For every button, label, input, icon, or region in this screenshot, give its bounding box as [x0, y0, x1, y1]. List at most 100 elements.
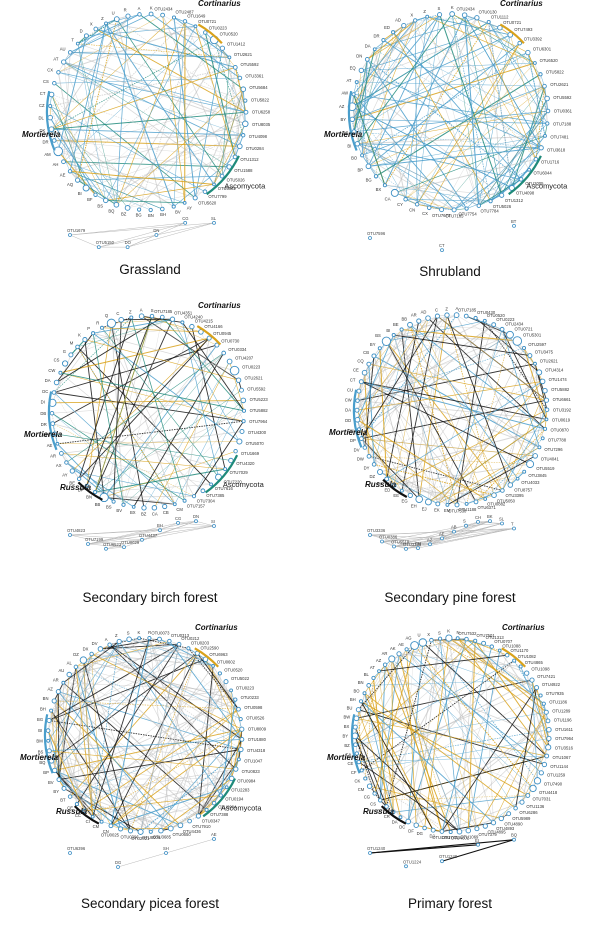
node-label: OTU3392: [524, 37, 543, 42]
node: [80, 657, 86, 663]
node-label: AE: [398, 642, 404, 647]
node: [213, 183, 216, 186]
node: [378, 347, 381, 350]
isolated-edge: [70, 235, 99, 247]
genus-label-russula: Russula: [56, 807, 88, 816]
node-label: OTU1196: [554, 718, 573, 723]
node-label: OTU5519: [536, 466, 555, 471]
node-label: CS: [54, 358, 60, 363]
node: [234, 449, 238, 453]
isolated-node-label: OTU1240: [367, 846, 386, 851]
node-label: CX: [47, 68, 53, 73]
node: [244, 99, 247, 102]
node: [52, 391, 56, 395]
genus-label-mortierela: Mortierela: [324, 130, 363, 139]
isolated-node: [69, 534, 72, 537]
isolated-node-label: OTU7199: [85, 537, 104, 542]
node-label: OTU1312: [240, 157, 259, 162]
node-label: C: [435, 308, 438, 313]
node-label: AR: [411, 313, 417, 318]
node: [359, 68, 363, 72]
node-label: BT: [60, 798, 66, 803]
node: [362, 370, 367, 375]
node: [218, 672, 221, 675]
node-label: AH: [53, 162, 59, 167]
node: [181, 321, 184, 324]
node-label: BX: [130, 510, 136, 515]
node: [405, 648, 408, 651]
node: [233, 65, 237, 69]
node: [114, 17, 119, 22]
node-label: BZ: [121, 212, 127, 217]
node-label: OTU1289: [552, 708, 571, 713]
node: [455, 503, 459, 507]
node-label: OTU1067: [553, 755, 572, 760]
node-label: OTU6286: [519, 810, 538, 815]
isolated-node-label: OTU6396: [67, 846, 86, 851]
node-label: AR: [50, 454, 56, 459]
node: [187, 647, 190, 650]
node: [406, 819, 411, 824]
node-label: A: [138, 6, 141, 11]
node: [100, 326, 103, 329]
node-label: AE: [47, 443, 53, 448]
node: [445, 313, 449, 317]
node: [240, 727, 244, 731]
node-label: CE: [353, 368, 359, 373]
node: [75, 802, 78, 805]
node: [378, 799, 381, 802]
node-label: OTU7935: [546, 691, 565, 696]
node: [196, 814, 200, 818]
node-label: EH: [411, 504, 417, 509]
node: [76, 345, 80, 349]
isolated-node-label: SH: [163, 846, 169, 851]
node: [53, 81, 57, 85]
node-label: BV: [48, 780, 54, 785]
node: [492, 323, 496, 327]
node: [457, 829, 462, 834]
node: [70, 469, 74, 473]
isolated-node: [513, 224, 516, 227]
node: [177, 642, 181, 646]
node: [543, 388, 547, 392]
node: [139, 314, 144, 319]
node: [170, 317, 174, 321]
genus-label-cortinarius: Cortinarius: [502, 623, 545, 632]
node: [356, 399, 360, 403]
node: [365, 57, 369, 61]
node: [172, 16, 175, 19]
node: [237, 758, 240, 761]
node-label: OTU7029: [230, 470, 249, 475]
isolated-node: [177, 521, 180, 524]
isolated-node: [155, 234, 158, 237]
node: [544, 134, 547, 137]
genus-label-mortierela: Mortierela: [24, 430, 63, 439]
node-label: BL: [364, 672, 370, 677]
isolated-node: [213, 838, 216, 841]
node-label: K: [138, 630, 141, 635]
node-label: X: [427, 632, 430, 637]
node: [507, 331, 514, 338]
node-label: OTU1649: [187, 13, 206, 18]
node: [373, 792, 376, 795]
node-label: BN: [86, 494, 92, 499]
node: [243, 121, 249, 127]
node-label: OTU3475: [535, 350, 554, 355]
node-label: BX: [344, 724, 350, 729]
node-label: AL: [67, 660, 73, 665]
genus-label-mortierela: Mortierela: [22, 130, 61, 139]
node: [160, 207, 164, 211]
node-label: X: [410, 13, 413, 18]
node: [501, 489, 505, 493]
node: [519, 665, 522, 668]
isolated-node-label: OTU3336: [367, 528, 386, 533]
node: [158, 637, 162, 641]
node: [150, 314, 154, 318]
node: [350, 117, 354, 121]
node: [138, 637, 141, 640]
node-label: X: [90, 22, 93, 27]
node-label: DD: [345, 418, 351, 423]
